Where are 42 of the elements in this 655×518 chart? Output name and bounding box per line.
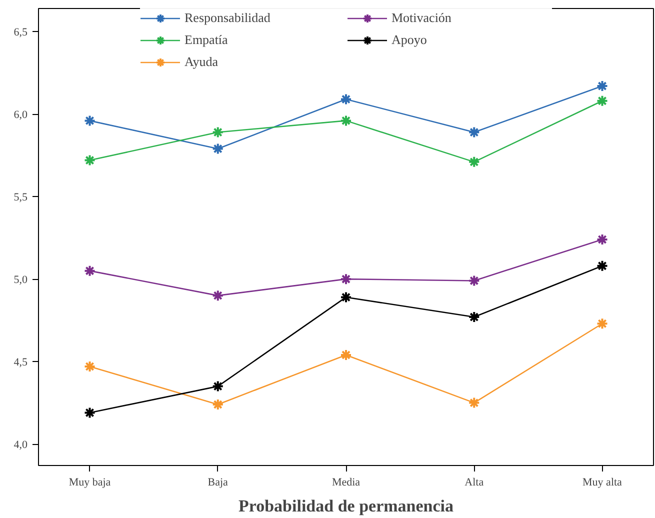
x-tick-label: Media <box>332 476 360 488</box>
point <box>84 114 96 127</box>
legend-label: Responsabilidad <box>184 10 272 26</box>
point <box>84 406 96 419</box>
x-tick-label: Muy baja <box>68 476 111 488</box>
y-tick-label: 4,0 <box>14 439 28 452</box>
point <box>468 126 480 138</box>
point <box>468 156 480 168</box>
point <box>596 260 608 272</box>
point <box>212 126 224 138</box>
point <box>84 154 96 166</box>
y-tick-label: 5,5 <box>14 192 28 204</box>
legend-label: Motivación <box>392 10 452 26</box>
point <box>212 142 224 155</box>
x-axis-title: Probabilidad de permanencia <box>238 496 454 516</box>
point <box>340 273 352 286</box>
point <box>212 398 224 410</box>
y-tick-label: 5,0 <box>14 274 28 286</box>
point <box>84 264 96 277</box>
point <box>340 291 352 304</box>
y-tick-label: 6,0 <box>14 109 28 122</box>
point <box>596 318 608 330</box>
point <box>596 80 608 92</box>
point <box>468 396 480 409</box>
point <box>596 233 608 246</box>
point <box>596 94 608 107</box>
point <box>468 274 480 287</box>
x-tick-label: Alta <box>464 476 484 488</box>
legend-label: Ayuda <box>184 54 219 70</box>
point <box>84 360 96 373</box>
x-tick-label: Muy alta <box>582 476 622 488</box>
point <box>212 290 224 302</box>
point <box>340 93 352 106</box>
point <box>340 348 352 361</box>
point <box>340 114 352 127</box>
y-tick-label: 6,5 <box>14 26 28 39</box>
point <box>468 311 480 324</box>
point <box>212 380 224 392</box>
y-tick-label: 4,5 <box>14 356 28 369</box>
legend-label: Apoyo <box>392 32 428 48</box>
legend-label: Empatía <box>184 32 229 48</box>
x-tick-label: Baja <box>208 476 228 488</box>
